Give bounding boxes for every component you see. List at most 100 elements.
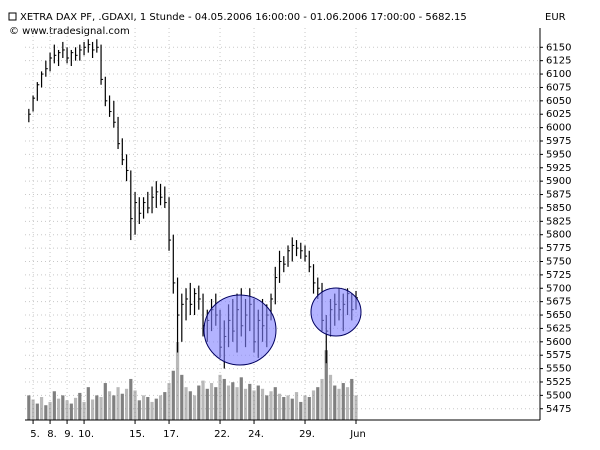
y-tick-label: 5650 xyxy=(546,310,571,321)
volume-bar xyxy=(137,400,141,420)
y-tick-label: 5800 xyxy=(546,230,571,241)
x-tick-label: 22. xyxy=(214,429,230,440)
volume-bar xyxy=(354,395,358,420)
volume-bar xyxy=(31,399,35,420)
volume-bar xyxy=(95,395,99,420)
volume-bar xyxy=(328,374,333,420)
highlight-circle xyxy=(203,294,277,366)
y-axis-label: EUR xyxy=(545,12,566,23)
y-tick-label: 5925 xyxy=(546,163,571,174)
volume-bar xyxy=(205,388,209,420)
volume-bar xyxy=(239,377,243,420)
volume-bar xyxy=(175,342,180,420)
volume-bar xyxy=(65,400,69,420)
volume-bar xyxy=(277,393,282,420)
volume-bar xyxy=(269,391,273,420)
volume-bar xyxy=(192,395,197,420)
volume-bar xyxy=(44,405,48,420)
volume-bar xyxy=(69,403,73,420)
volume-bar xyxy=(52,391,56,420)
x-tick-label: 10. xyxy=(78,429,94,440)
volume-bar xyxy=(133,390,137,420)
volume-bar xyxy=(116,387,120,420)
volume-bar xyxy=(231,382,235,420)
y-tick-label: 5725 xyxy=(546,270,571,281)
volume-bar xyxy=(294,392,299,420)
volume-bar xyxy=(345,387,350,420)
volume-bar xyxy=(201,380,205,420)
volume-bar xyxy=(112,395,116,420)
volume-bar xyxy=(320,378,324,420)
chart-subtitle: © www.tradesignal.com xyxy=(9,26,130,37)
x-tick-label: 29. xyxy=(299,429,315,440)
y-tick-label: 5825 xyxy=(546,216,571,227)
volume-bar xyxy=(163,392,167,420)
x-tick-label: 15. xyxy=(129,429,145,440)
volume-bar xyxy=(35,403,39,420)
volume-bar xyxy=(307,397,311,420)
volume-bar xyxy=(265,395,269,420)
volume-bar xyxy=(39,397,44,420)
volume-bar xyxy=(273,387,277,420)
title-icon xyxy=(8,12,17,21)
volume-bar xyxy=(282,397,286,420)
volume-bar xyxy=(129,378,133,420)
y-tick-label: 5525 xyxy=(546,377,571,388)
y-tick-label: 5575 xyxy=(546,350,571,361)
volume-bar xyxy=(150,401,154,420)
volume-bar xyxy=(61,395,65,420)
volume-bar xyxy=(78,392,82,420)
y-tick-label: 5775 xyxy=(546,243,571,254)
y-tick-label: 6025 xyxy=(546,109,571,120)
y-tick-label: 5950 xyxy=(546,149,571,160)
volume-bar xyxy=(333,385,337,420)
x-tick-label: Jun xyxy=(349,429,366,440)
volume-bar xyxy=(56,398,61,420)
volume-bar xyxy=(286,395,290,420)
volume-bar xyxy=(209,383,214,420)
x-tick-label: 5. xyxy=(30,429,40,440)
y-tick-label: 5675 xyxy=(546,297,571,308)
volume-bar xyxy=(256,385,260,420)
chart-title: XETRA DAX PF, .GDAXI, 1 Stunde - 04.05.2… xyxy=(20,12,467,23)
volume-bar xyxy=(188,391,192,420)
x-tick-label: 9. xyxy=(64,429,74,440)
x-tick-label: 17. xyxy=(163,429,179,440)
y-tick-label: 5900 xyxy=(546,176,571,187)
volume-bar xyxy=(154,398,158,420)
axes: 5475 5500 5525 5550 5575 5600 5625 5650 5675 5700… xyxy=(30,42,571,440)
volume-bar xyxy=(171,370,175,420)
volume-bar xyxy=(120,393,124,420)
volume-bar xyxy=(197,385,201,420)
volume-bar xyxy=(86,387,90,420)
volume-bar xyxy=(341,383,345,420)
x-tick-label: 24. xyxy=(248,429,264,440)
y-tick-label: 6000 xyxy=(546,123,571,134)
volume-bar xyxy=(82,401,86,420)
y-tick-label: 5700 xyxy=(546,283,571,294)
volume-bar xyxy=(299,401,303,420)
volume-bar xyxy=(226,385,231,420)
volume-bar xyxy=(141,395,146,420)
volume-bar xyxy=(218,374,222,420)
volume-bar xyxy=(290,398,294,420)
volume-bar xyxy=(90,399,95,420)
volume-bar xyxy=(303,395,307,420)
y-tick-label: 6100 xyxy=(546,69,571,80)
volume-bar xyxy=(184,387,188,420)
volume-bar xyxy=(27,395,31,420)
volume-bars xyxy=(27,342,358,420)
highlight-circle xyxy=(310,287,362,337)
volume-bar xyxy=(316,387,320,420)
volume-bar xyxy=(180,374,184,420)
volume-bar xyxy=(73,397,78,420)
y-tick-label: 5850 xyxy=(546,203,571,214)
volume-bar xyxy=(337,388,341,420)
y-tick-label: 5600 xyxy=(546,337,571,348)
x-tick-label: 8. xyxy=(47,429,57,440)
y-tick-label: 6050 xyxy=(546,96,571,107)
y-tick-label: 5550 xyxy=(546,364,571,375)
volume-bar xyxy=(235,387,239,420)
